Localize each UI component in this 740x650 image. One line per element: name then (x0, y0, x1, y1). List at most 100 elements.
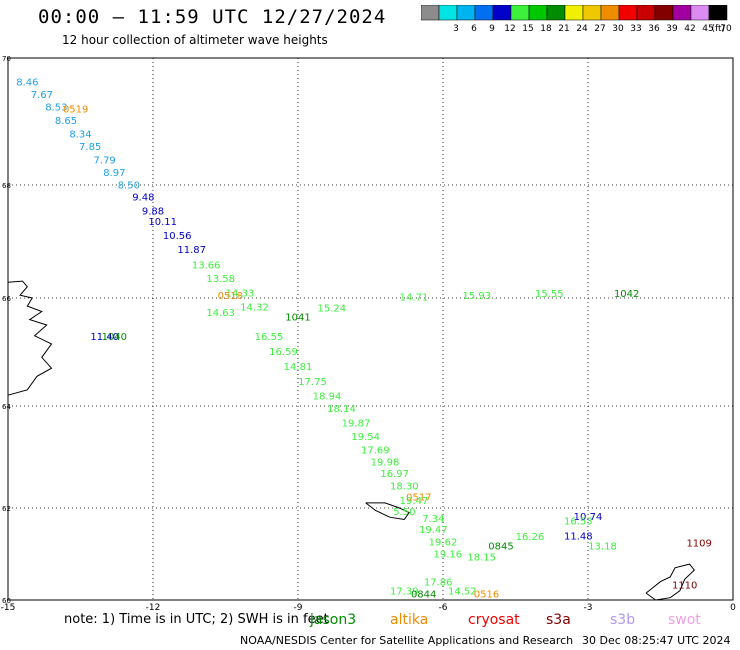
wave-height-label: 7.85 (79, 142, 101, 153)
satellite-legend-item: jason3 (310, 612, 357, 628)
wave-height-label: 10.74 (574, 512, 603, 523)
colorbar-label: 27 (594, 24, 605, 33)
wave-height-label: 19.47 (419, 525, 448, 536)
wave-height-label: 10.11 (148, 217, 177, 228)
wave-height-label: 18.15 (467, 552, 496, 563)
wave-height-label: 17.75 (298, 377, 327, 388)
colorbar-swatch (708, 5, 728, 21)
wave-height-label: 11.87 (177, 245, 206, 256)
wave-height-label: 13.58 (206, 274, 235, 285)
map-title: 00:00 – 11:59 UTC 12/27/2024 (38, 6, 387, 28)
wave-height-label: 16.53 (564, 517, 593, 528)
wave-height-label: 13.66 (192, 261, 221, 272)
wave-height-label: 14.33 (226, 288, 255, 299)
satellite-legend-item: cryosat (468, 612, 520, 628)
colorbar-label: 6 (471, 24, 477, 33)
satellite-legend-item: s3b (610, 612, 636, 628)
wave-height-label: 17.86 (424, 577, 453, 588)
wave-height-label: 0844 (411, 590, 436, 601)
faroe-islands-coastline (365, 502, 410, 521)
y-tick-label: 68 (2, 182, 11, 190)
wave-height-label: 8.50 (118, 180, 140, 191)
y-tick-label: 66 (2, 295, 11, 303)
wave-height-label: 15.93 (463, 291, 492, 302)
wave-height-label: 19.62 (429, 538, 458, 549)
colorbar-label: 18 (540, 24, 552, 33)
wave-height-label: 19.87 (342, 418, 371, 429)
wave-height-label: 9.88 (142, 206, 164, 217)
wave-height-label: 0519 (63, 105, 88, 116)
satellite-legend-item: swot (668, 612, 701, 628)
colorbar-unit: (ft) (711, 24, 725, 33)
wave-height-label: 14.71 (400, 293, 429, 304)
colorbar-label: 21 (558, 24, 569, 33)
wave-height-label: 10.56 (163, 231, 192, 242)
x-tick-label: -3 (584, 603, 593, 613)
wave-height-label: 14.81 (284, 362, 313, 373)
map-subtitle: 12 hour collection of altimeter wave hei… (62, 33, 328, 47)
wave-height-label: 17.69 (361, 445, 390, 456)
wave-height-label: 1040 (102, 332, 127, 343)
wave-height-label: 0518 (218, 291, 243, 302)
wave-height-label: 14.63 (206, 308, 235, 319)
wave-height-label: 16.97 (380, 469, 409, 480)
wave-height-label: 14.32 (240, 302, 269, 313)
wave-height-colorbar: 3 6 9 12 15 18 21 24 27 30 33 36 39 42 45 70(ft) (421, 5, 732, 33)
x-tick-label: -12 (146, 603, 161, 613)
y-tick-label: 62 (2, 505, 11, 513)
colorbar-label: 33 (630, 24, 641, 33)
x-tick-label: -9 (294, 603, 303, 613)
colorbar-label: 39 (666, 24, 678, 33)
wave-height-label: 19.16 (434, 550, 463, 561)
x-tick-label: 0 (730, 603, 736, 613)
wave-height-label: 9.48 (132, 192, 154, 203)
colorbar-label: 3 (453, 24, 459, 33)
footer-note: note: 1) Time is in UTC; 2) SWH is in fe… (64, 612, 329, 627)
wave-height-label: 11.40 (90, 332, 119, 343)
satellite-legend-item: altika (390, 612, 429, 628)
wave-height-label: 8.65 (55, 116, 77, 127)
wave-height-label: 8.34 (69, 129, 91, 140)
wave-height-label: 18.30 (390, 482, 419, 493)
wave-height-label: 15.55 (535, 289, 564, 300)
wave-height-label: 14.52 (448, 586, 477, 597)
wave-height-label: 8.53 (45, 103, 67, 114)
wave-height-label: 19.54 (351, 432, 380, 443)
wave-height-label: 1109 (686, 539, 711, 550)
wave-height-label: 16.59 (269, 347, 298, 358)
wave-height-label: 16.55 (255, 332, 284, 343)
wave-height-label: 15.24 (318, 304, 347, 315)
colorbar-label: 42 (684, 24, 695, 33)
footer-timestamp: 30 Dec 08:25:47 UTC 2024 (582, 634, 731, 647)
satellite-legend-item: s3a (546, 612, 571, 628)
colorbar-label: 30 (612, 24, 624, 33)
y-tick-label: 60 (2, 597, 11, 605)
wave-height-label: 11.48 (564, 531, 593, 542)
x-tick-label: -6 (439, 603, 448, 613)
colorbar-label: 9 (489, 24, 495, 33)
colorbar-label: 24 (576, 24, 588, 33)
wave-height-label: 19.47 (400, 496, 429, 507)
wave-height-label: 18.94 (313, 392, 342, 403)
wave-height-label: 1042 (614, 289, 639, 300)
wave-height-label: 7.79 (94, 155, 116, 166)
wave-height-label: 5.50 (393, 507, 415, 518)
wave-height-label: 1110 (672, 581, 697, 592)
wave-height-label: 0516 (474, 590, 499, 601)
colorbar-label: 36 (648, 24, 660, 33)
shetland-coastline (645, 563, 695, 601)
colorbar-label: 15 (522, 24, 533, 33)
wave-height-label: 19.98 (371, 458, 400, 469)
iceland-coastline (7, 280, 53, 396)
y-tick-label: 70 (2, 55, 11, 63)
wave-height-label: 7.67 (31, 90, 53, 101)
wave-height-label: 8.46 (16, 77, 38, 88)
colorbar-label: 12 (504, 24, 515, 33)
colorbar-label: 70 (720, 24, 732, 33)
wave-height-label: 1041 (285, 313, 310, 324)
colorbar-label: 45 (702, 24, 713, 33)
wave-height-label: 17.39 (390, 586, 419, 597)
footer-credit: NOAA/NESDIS Center for Satellite Applica… (240, 634, 574, 647)
map-frame (7, 57, 734, 601)
